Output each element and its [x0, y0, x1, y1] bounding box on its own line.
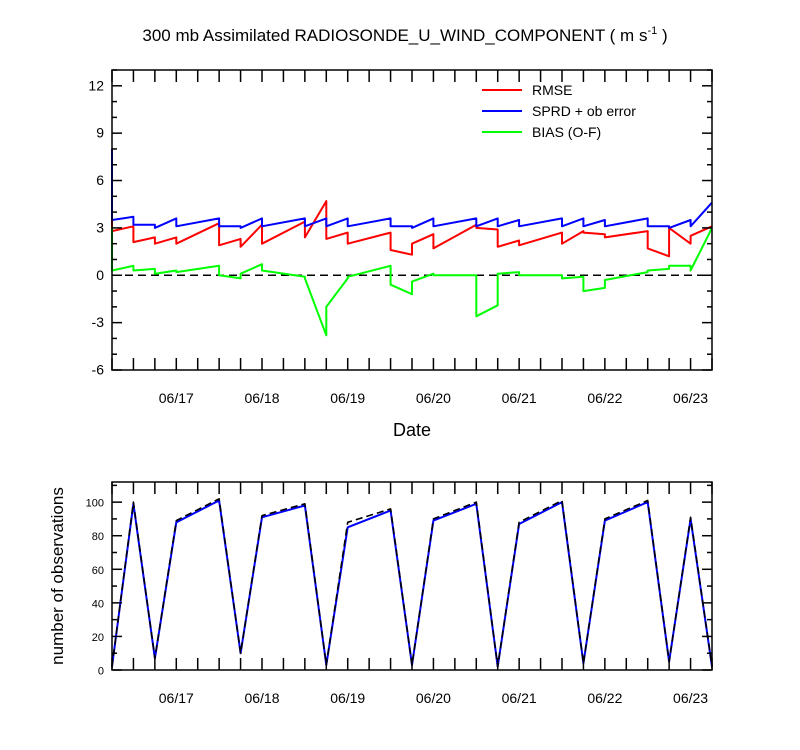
x-axis-label: Date [393, 420, 431, 440]
y-tick-label: 0 [98, 666, 104, 678]
y-tick-label: 80 [92, 531, 104, 543]
title-unit-superscript: -1 [647, 25, 657, 37]
x-tick-label: 06/20 [416, 390, 451, 406]
x-tick-label: 06/21 [502, 390, 537, 406]
x-tick-label: 06/22 [587, 690, 622, 706]
legend-label: SPRD + ob error [532, 103, 636, 119]
series-line-possible [111, 497, 713, 668]
y-tick-label: -3 [92, 314, 105, 330]
series-line-rmse [111, 148, 713, 258]
y-tick-label: -6 [92, 362, 105, 378]
bottom-panel: 0 20 40 60 80 100 06/17 06/18 06/19 06/20 06/21 06/… [86, 481, 713, 706]
x-tick-label: 06/18 [244, 390, 279, 406]
x-tick-label: 06/17 [159, 690, 194, 706]
legend-label: BIAS (O-F) [532, 124, 601, 140]
series-line-used [111, 499, 713, 668]
series-line-sprd-ob-error [111, 148, 713, 229]
x-tick-label: 06/22 [587, 390, 622, 406]
legend: RMSE SPRD + ob error BIAS (O-F) [482, 82, 636, 140]
y-tick-label: 3 [96, 219, 104, 235]
x-tick-label: 06/19 [330, 690, 365, 706]
x-tick-label: 06/18 [244, 690, 279, 706]
x-tick-label: 06/21 [502, 690, 537, 706]
x-tick-label: 06/23 [673, 690, 708, 706]
legend-label: RMSE [532, 82, 572, 98]
x-tick-label: 06/17 [159, 390, 194, 406]
y-tick-label: 40 [92, 598, 104, 610]
top-panel: RMSE SPRD + ob error BIAS (O-F) -6 -3 0 3 6 9 12… [88, 69, 713, 406]
y-tick-label: 12 [88, 77, 104, 93]
y-tick-label: 0 [96, 267, 104, 283]
y-axis-label-observations: number of observations [48, 487, 67, 665]
y-tick-label: 6 [96, 172, 104, 188]
chart-title: 300 mb Assimilated RADIOSONDE_U_WIND_COM… [142, 25, 667, 45]
y-tick-label: 20 [92, 632, 104, 644]
x-tick-label: 06/23 [673, 390, 708, 406]
series-line-bias-o-f [111, 227, 713, 337]
x-tick-label: 06/19 [330, 390, 365, 406]
y-tick-label: 60 [92, 565, 104, 577]
y-tick-label: 100 [86, 498, 104, 510]
x-tick-label: 06/20 [416, 690, 451, 706]
y-tick-label: 9 [96, 125, 104, 141]
